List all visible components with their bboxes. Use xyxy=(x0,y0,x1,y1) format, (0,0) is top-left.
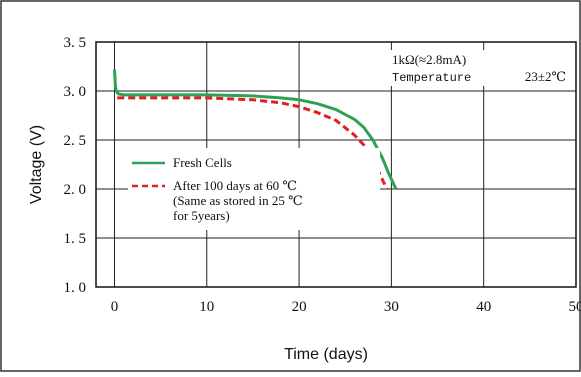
temperature-value: 23±2℃ xyxy=(525,69,566,84)
load-annotation: 1kΩ(≈2.8mA) xyxy=(392,52,466,67)
x-tick-label: 20 xyxy=(292,299,307,315)
x-axis-ticks: 0 10 20 30 40 50 xyxy=(111,299,581,315)
y-tick-label: 2. 0 xyxy=(64,182,87,198)
x-tick-label: 10 xyxy=(199,299,214,315)
legend-label-aged-note-2: for 5years) xyxy=(173,208,230,223)
temperature-label: Temperature xyxy=(392,71,471,85)
y-tick-label: 3. 0 xyxy=(64,84,87,100)
legend-label-aged: After 100 days at 60 ℃ xyxy=(173,178,297,193)
y-tick-label: 1. 5 xyxy=(64,231,87,247)
legend-label-fresh: Fresh Cells xyxy=(173,155,232,170)
x-tick-label: 30 xyxy=(384,299,399,315)
x-tick-label: 40 xyxy=(476,299,491,315)
y-tick-label: 3. 5 xyxy=(64,35,87,51)
y-tick-label: 1. 0 xyxy=(64,280,87,296)
legend-label-aged-note: (Same as stored in 25 ℃ xyxy=(173,193,303,208)
y-axis-label: Voltage (V) xyxy=(28,125,45,204)
x-axis-label: Time (days) xyxy=(284,346,368,363)
x-tick-label: 0 xyxy=(111,299,119,315)
y-axis-ticks: 1. 0 1. 5 2. 0 2. 5 3. 0 3. 5 xyxy=(64,35,87,296)
x-tick-label: 50 xyxy=(569,299,581,315)
y-tick-label: 2. 5 xyxy=(64,133,87,149)
